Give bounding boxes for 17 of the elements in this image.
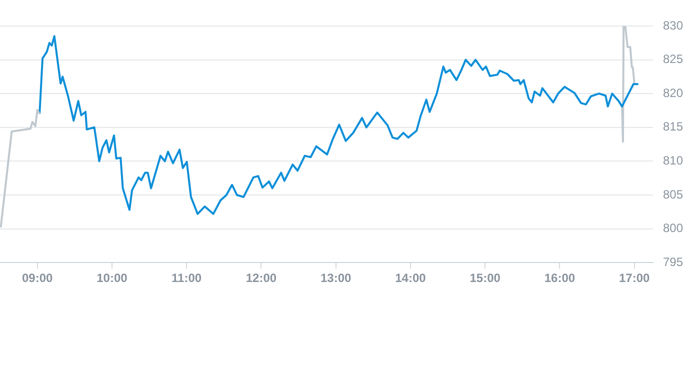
y-tick-label: 820 [662, 86, 684, 100]
x-tick-label: 10:00 [96, 271, 128, 286]
x-tick-label: 15:00 [470, 271, 501, 286]
x-tick-label: 12:00 [246, 271, 277, 286]
x-tick-label: 14:00 [395, 271, 426, 286]
y-tick-label: 815 [662, 120, 684, 134]
x-tick-label: 13:00 [320, 271, 352, 286]
y-tick-label: 830 [662, 18, 684, 32]
x-tick-label: 09:00 [22, 271, 53, 286]
y-tick-label: 825 [662, 52, 684, 66]
x-tick-label: 17:00 [618, 271, 650, 286]
y-tick-label: 800 [662, 221, 684, 236]
y-tick-label: 795 [662, 254, 684, 269]
x-tick-label: 16:00 [544, 271, 576, 286]
y-tick-label: 810 [662, 154, 684, 168]
x-tick-label: 11:00 [172, 271, 202, 286]
y-tick-label: 805 [662, 187, 684, 202]
